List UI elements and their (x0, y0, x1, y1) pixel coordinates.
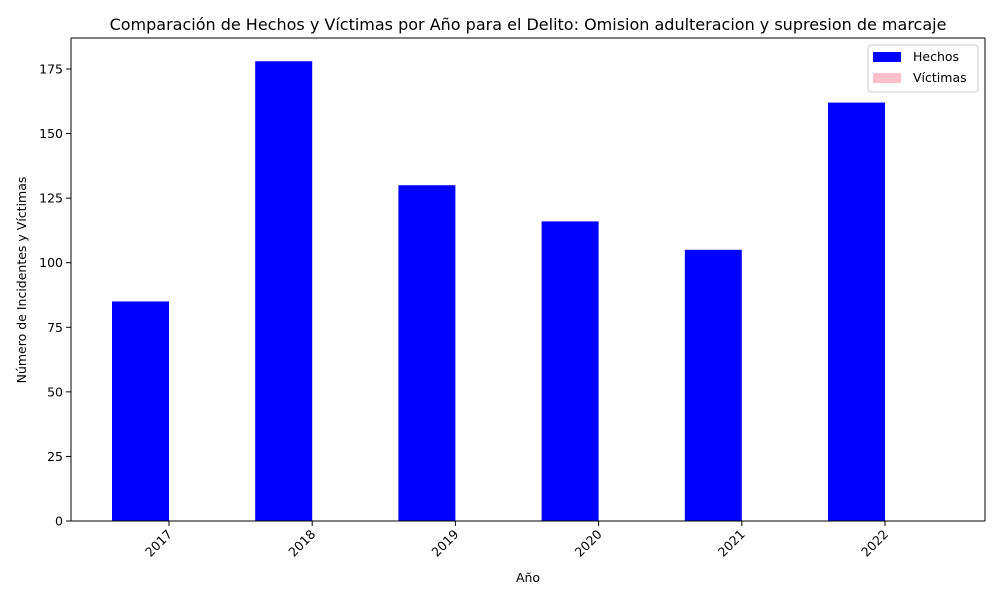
x-tick-label: 2019 (428, 526, 461, 559)
bar-hechos-2018 (255, 61, 313, 521)
x-axis-title: Año (516, 570, 540, 585)
y-tick-label: 25 (47, 449, 63, 464)
plot-area (112, 61, 885, 522)
legend-swatch-victimas (873, 73, 901, 83)
chart-title: Comparación de Hechos y Víctimas por Año… (110, 15, 947, 34)
legend: Hechos Víctimas (867, 44, 979, 93)
legend-swatch-hechos (873, 52, 901, 62)
x-tick-label: 2020 (572, 526, 605, 559)
x-tick-label: 2017 (142, 527, 175, 560)
x-tick-label: 2021 (715, 527, 748, 560)
bar-hechos-2019 (398, 185, 456, 521)
y-tick-label: 100 (39, 255, 63, 270)
y-tick-label: 150 (39, 126, 63, 141)
y-tick-label: 125 (39, 191, 63, 206)
bar-hechos-2022 (828, 102, 885, 521)
y-tick-label: 175 (39, 61, 63, 76)
bar-hechos-2020 (541, 221, 599, 522)
y-axis-title: Número de Incidentes y Víctimas (14, 177, 29, 384)
y-tick-label: 0 (55, 514, 63, 529)
legend-label-hechos: Hechos (913, 49, 959, 64)
bar-hechos-2021 (684, 249, 742, 521)
y-tick-label: 50 (47, 384, 63, 399)
y-tick-label: 75 (47, 320, 63, 335)
x-tick-label: 2018 (285, 526, 318, 559)
legend-label-victimas: Víctimas (913, 70, 967, 85)
x-tick-label: 2022 (858, 527, 891, 560)
bar-hechos-2017 (112, 301, 169, 521)
